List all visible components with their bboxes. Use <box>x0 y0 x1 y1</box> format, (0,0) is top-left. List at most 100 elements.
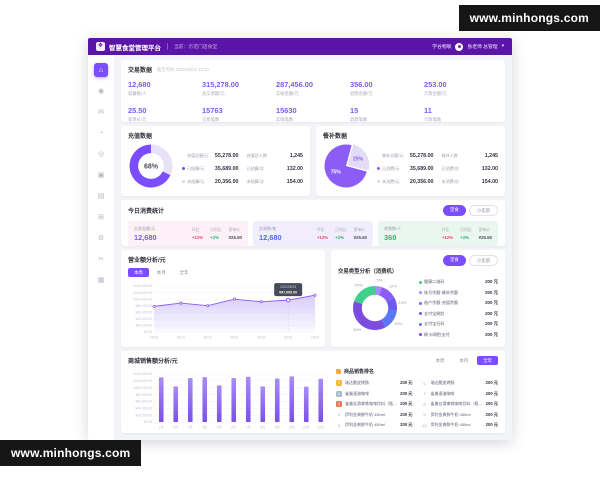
svg-text:5月: 5月 <box>217 426 222 430</box>
legend-item[interactable]: 健康二维码 200 元 <box>419 279 498 285</box>
recharge-row: 未结算/元 20,356.00 <box>182 179 239 185</box>
svg-text:68%: 68% <box>144 163 159 170</box>
caret-down-icon[interactable]: ▾ <box>501 44 504 49</box>
recharge-title: 充值数据 <box>128 134 153 140</box>
ranking-row: 1 瑞达脆皮烤肠 200 元 <box>336 380 413 386</box>
tab-month[interactable]: 本月 <box>459 357 469 363</box>
mall-title: 商城销售额分析/元 <box>128 359 178 365</box>
canteen-shop-button[interactable]: 小卖部 <box>468 205 498 217</box>
recharge-card: 充值数据 68% 充值总额/元 55,278.00 已结算/元 35,689.00 … <box>121 126 310 196</box>
svg-text:12%: 12% <box>389 284 397 289</box>
svg-text:¥120,000.00: ¥120,000.00 <box>134 291 153 295</box>
stat-refund-amount: 356.00 退款金额/元 <box>350 80 373 96</box>
subsidy-row: 未消费/元 20,356.00 <box>377 179 434 185</box>
today-strip-amount: 交易金额/元 12,680 环比 +12% 日同比 +2% 客单价 ¥25.50 <box>128 221 248 247</box>
tab-month[interactable]: 本月 <box>156 269 166 275</box>
transaction-card: 交易数据 截至时间 2021/06/20 13:10 12,680 就餐数/人 3… <box>121 60 505 122</box>
stat-txn-count: 15763 交易笔数 <box>202 106 223 122</box>
sidebar-item-device[interactable]: ⊞ <box>94 210 108 224</box>
sidebar-item-tools[interactable]: ✂ <box>94 252 108 266</box>
svg-text:¥0.00: ¥0.00 <box>144 420 152 424</box>
subsidy-row: 餐补人数 1,245 <box>441 152 499 159</box>
tab-week[interactable]: 本周 <box>435 357 445 363</box>
user-name[interactable]: 张老师 总管理 <box>467 45 498 50</box>
sidebar-item-check[interactable]: ◎ <box>94 147 108 161</box>
svg-text:06/23: 06/23 <box>284 336 292 340</box>
legend-item[interactable]: 支付宝刷脸 200 元 <box>419 311 498 317</box>
svg-text:10月: 10月 <box>288 426 295 430</box>
subsidy-title: 餐补数据 <box>323 134 348 140</box>
subsidy-row: 未消费/次 154.00 <box>441 178 499 185</box>
legend-item[interactable]: 刷卡/刷脸支付 200 元 <box>419 332 498 338</box>
svg-text:¥80,000.00: ¥80,000.00 <box>135 393 152 397</box>
svg-text:¥140,000.00: ¥140,000.00 <box>134 372 153 376</box>
scissors-icon: ✂ <box>98 256 104 263</box>
subsidy-card: 餐补数据 25% 75% 餐补总额/元 55,278.00 已消费/元 35,689.… <box>316 126 505 196</box>
svg-text:25%: 25% <box>353 157 364 163</box>
sidebar-item-home[interactable]: ⌂ <box>94 63 108 77</box>
svg-text:6月: 6月 <box>231 426 236 430</box>
image-icon: ▣ <box>97 172 105 179</box>
sidebar-item-settings[interactable]: ⚙ <box>94 231 108 245</box>
stat-total-amount: 315,278.00 总交易额/元 <box>202 80 239 96</box>
stat-avg-price: 25.50 客单价/元 <box>128 106 147 122</box>
legend-item[interactable]: 账号余额-餐补余额 200 元 <box>419 290 498 296</box>
sidebar-item-clock[interactable]: ◔ <box>94 126 108 140</box>
avatar[interactable]: ☻ <box>455 42 464 51</box>
svg-text:4月: 4月 <box>202 426 207 430</box>
storage-icon: ▦ <box>97 277 105 284</box>
calendar-icon: ▤ <box>97 193 105 200</box>
svg-text:¥80,000.00: ¥80,000.00 <box>135 304 152 308</box>
sidebar-item-calendar[interactable]: ▤ <box>94 189 108 203</box>
svg-text:7月: 7月 <box>246 426 251 430</box>
svg-text:¥0.00: ¥0.00 <box>144 330 152 334</box>
recharge-row: 已结算/元 35,689.00 <box>182 166 239 172</box>
sidebar-item-message[interactable]: ✉ <box>94 105 108 119</box>
gear-icon: ⚙ <box>97 235 105 242</box>
org-link[interactable]: 学谷物联 <box>432 45 452 50</box>
user-icon: ◉ <box>97 88 105 95</box>
legend-item[interactable]: 支付宝扫码 200 元 <box>419 321 498 327</box>
svg-text:¥140,000.00: ¥140,000.00 <box>134 284 153 288</box>
svg-text:¥20,000.00: ¥20,000.00 <box>135 324 152 328</box>
ranking-row: 2 雀巢速溶咖啡 200 元 <box>336 390 413 397</box>
stat-arrears-count: 11 欠款笔数 <box>424 106 442 122</box>
ranking-row: 10 伊利金典鲜牛奶 450ml 200 元 <box>422 422 498 428</box>
revenue-area-chart: ¥140,000.00 ¥120,000.00 ¥100,000.00 ¥80,000… <box>128 278 319 345</box>
transaction-subtitle: 截至时间 2021/06/20 13:10 <box>157 66 209 72</box>
svg-text:12月: 12月 <box>317 426 324 430</box>
subsidy-row: 已消费/元 35,689.00 <box>377 166 434 172</box>
app-logo-icon: ❖ <box>96 42 105 51</box>
clock-icon: ◔ <box>98 129 104 137</box>
tab-year[interactable]: 全年 <box>179 269 189 275</box>
type-analysis-card: 堂食 小卖部 交易类型分析（消费机） 5% 12% 10% 15% 38% 20% 健康二… <box>331 250 505 347</box>
app-title: 智慧食堂管理平台 <box>109 44 161 52</box>
svg-text:06/24: 06/24 <box>311 336 319 340</box>
type-analysis-title: 交易类型分析（消费机） <box>338 269 398 276</box>
svg-text:8月: 8月 <box>260 426 265 430</box>
transaction-stats: 12,680 就餐数/人 315,278.00 总交易额/元 287,456.00 实… <box>128 80 498 123</box>
dine-in-button[interactable]: 堂食 <box>443 205 466 217</box>
svg-text:¥97,000.00: ¥97,000.00 <box>279 291 297 295</box>
dine-in-button[interactable]: 堂食 <box>443 255 466 267</box>
canteen-shop-button[interactable]: 小卖部 <box>468 255 498 267</box>
tab-year[interactable]: 全年 <box>477 356 498 365</box>
svg-text:¥60,000.00: ¥60,000.00 <box>135 400 152 404</box>
ranking-row: 6 瑞达脆皮烤肠 200 元 <box>423 380 498 386</box>
sidebar-item-image[interactable]: ▣ <box>94 168 108 182</box>
svg-text:¥120,000.00: ¥120,000.00 <box>134 379 153 383</box>
svg-text:06/22: 06/22 <box>257 336 265 340</box>
svg-text:06/18: 06/18 <box>150 336 158 340</box>
today-strip-count: 交易数/笔 12,680 环比 +12% 日同比 +2% 客单价 ¥25.50 <box>253 221 373 247</box>
svg-text:15%: 15% <box>394 321 402 326</box>
home-icon: ⌂ <box>98 66 104 74</box>
legend-item[interactable]: 账户余额-充值余额 200 元 <box>419 300 498 306</box>
check-icon: ◎ <box>97 151 105 158</box>
sidebar-item-storage[interactable]: ▦ <box>94 273 108 287</box>
sidebar-item-user[interactable]: ◉ <box>94 84 108 98</box>
header-right: 学谷物联 ☻ 张老师 总管理 ▾ <box>432 42 504 51</box>
tab-week[interactable]: 本周 <box>128 268 149 277</box>
stat-received-amount: 287,456.00 实收金额/元 <box>276 80 313 96</box>
svg-text:75%: 75% <box>331 170 342 176</box>
svg-text:06/19: 06/19 <box>177 336 185 340</box>
